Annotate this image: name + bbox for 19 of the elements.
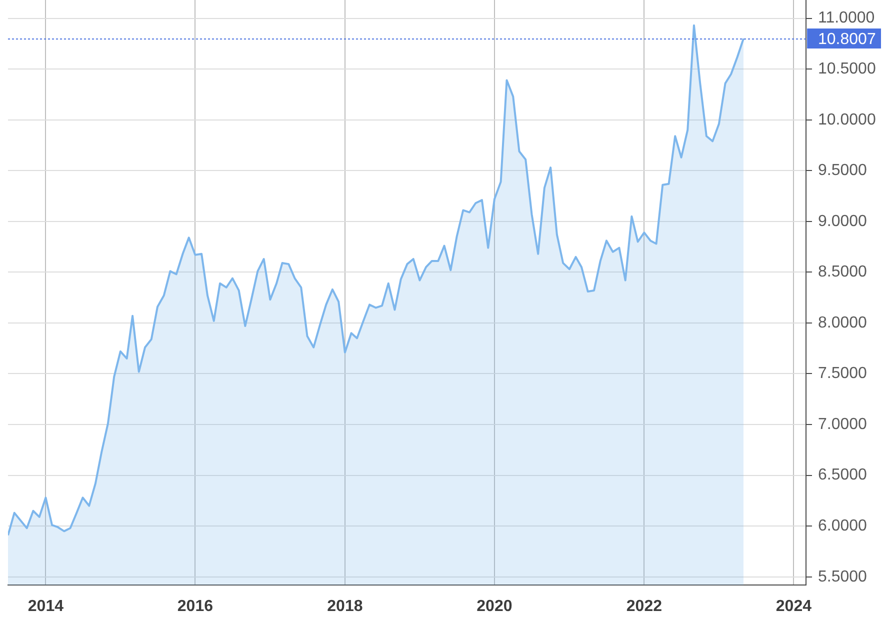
y-tick-label: 9.0000: [818, 212, 868, 230]
y-tick-label: 7.5000: [818, 365, 868, 382]
x-tick-label: 2018: [327, 598, 363, 616]
y-tick-label: 6.5000: [818, 466, 868, 484]
x-tick-label: 2016: [177, 598, 214, 616]
x-tick-label: 2022: [626, 598, 662, 616]
y-tick-label: 7.0000: [818, 416, 868, 433]
ref-line-label: 10.8007: [818, 30, 876, 48]
x-tick-label: 2024: [776, 598, 812, 616]
y-tick-label: 9.5000: [818, 162, 868, 180]
x-tick-label: 2020: [476, 598, 512, 616]
y-tick-label: 10.5000: [818, 60, 876, 78]
y-tick-label: 11.0000: [818, 10, 875, 27]
y-tick-label: 8.5000: [818, 264, 868, 281]
y-tick-label: 10.0000: [818, 111, 876, 128]
y-tick-label: 5.5000: [818, 568, 868, 586]
y-tick-label: 6.0000: [818, 518, 868, 534]
y-tick-label: 8.0000: [818, 314, 868, 332]
x-tick-label: 2014: [28, 598, 64, 616]
